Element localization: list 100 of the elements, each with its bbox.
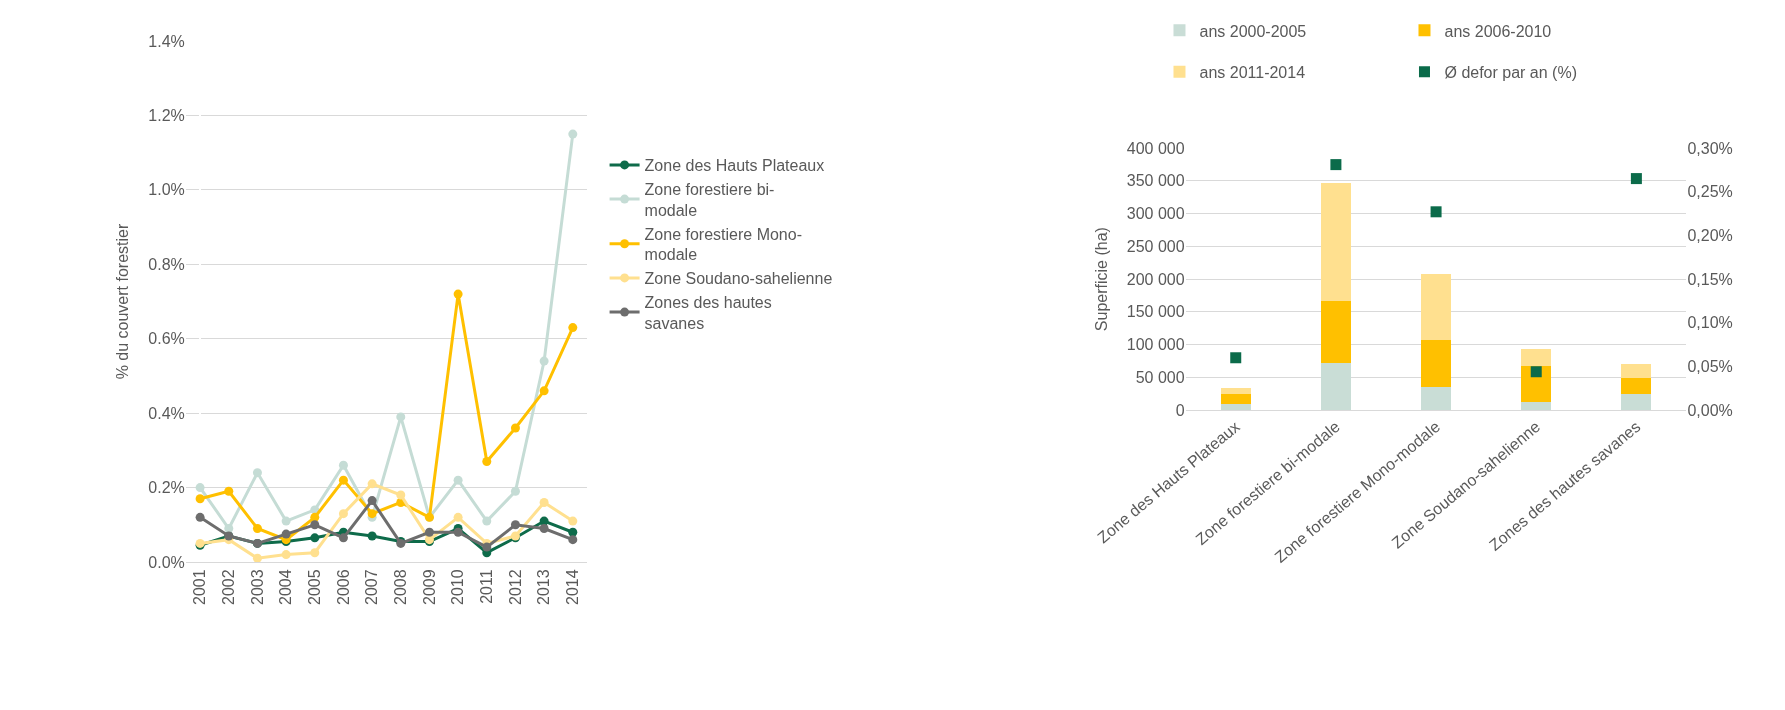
bar: [1220, 387, 1251, 394]
point: [281, 529, 291, 539]
y2-tick-label: 0,30%: [1687, 139, 1733, 157]
x-tick-label: 2004: [277, 569, 295, 605]
point: [281, 550, 291, 560]
y-tick-label: 1.2%: [148, 107, 185, 125]
point: [252, 553, 262, 563]
y-tick-label: 0.6%: [148, 330, 185, 348]
y-axis-title: Superficie (ha): [1092, 227, 1110, 332]
point: [367, 479, 377, 489]
legend-label: ans 2000-2005: [1199, 22, 1307, 40]
point: [482, 542, 492, 552]
y-tick-label: 0.0%: [148, 553, 185, 571]
legend-label: Zone Soudano-sahelienne: [644, 270, 833, 288]
point: [568, 129, 578, 139]
point: [281, 516, 291, 526]
x-tick-label: 2006: [334, 569, 352, 605]
bar: [1421, 340, 1452, 387]
point: [510, 486, 520, 496]
point: [338, 509, 348, 519]
legend-label: ans 2011-2014: [1199, 63, 1306, 81]
y-tick-label: 100 000: [1126, 336, 1185, 354]
y-tick-label: 150 000: [1126, 303, 1185, 321]
point: [568, 323, 578, 333]
point: [424, 527, 434, 537]
x-tick-label: 2005: [305, 569, 323, 605]
point: [510, 520, 520, 530]
bar: [1421, 386, 1452, 411]
point: [338, 475, 348, 485]
x-tick-label: 2007: [363, 569, 381, 605]
bar: [1320, 301, 1351, 363]
point: [310, 533, 320, 543]
y-tick-label: 0: [1175, 401, 1185, 419]
y2-tick-label: 0,20%: [1687, 227, 1733, 244]
legend-label: Zone forestiere bi-modale: [644, 180, 775, 219]
point: [310, 520, 320, 530]
point: [539, 386, 549, 396]
point: [453, 475, 463, 485]
legend-label: Zones des hautes savanes: [644, 293, 772, 332]
y2-tick-label: 0,15%: [1687, 270, 1733, 288]
point: [539, 356, 549, 366]
point: [510, 423, 520, 433]
y-axis-title: % du couvert forestier: [114, 223, 132, 380]
point: [539, 497, 549, 507]
bar: [1521, 402, 1552, 411]
point: [396, 490, 406, 500]
point: [310, 548, 320, 558]
point: [568, 516, 578, 526]
bar: [1320, 183, 1351, 302]
point: [367, 496, 377, 506]
x-tick-label: 2014: [563, 569, 581, 605]
x-tick-label: 2012: [506, 569, 524, 605]
y2-tick-label: 0,00%: [1687, 401, 1733, 419]
point: [338, 460, 348, 470]
y-tick-label: 350 000: [1126, 172, 1185, 190]
y2-tick-label: 0,25%: [1687, 183, 1733, 201]
x-tick-label: 2013: [535, 569, 553, 605]
y-tick-label: 250 000: [1126, 237, 1185, 255]
point: [224, 486, 234, 496]
bar: [1621, 378, 1652, 395]
y-tick-label: 50 000: [1135, 369, 1185, 387]
x-tick-label: 2002: [219, 569, 237, 605]
point: [310, 512, 320, 522]
point: [252, 468, 262, 478]
point: [1430, 206, 1442, 218]
x-tick-label: 2003: [248, 569, 266, 605]
point: [453, 512, 463, 522]
y2-tick-label: 0,05%: [1687, 358, 1733, 376]
y-tick-label: 0.2%: [148, 479, 185, 497]
bar: [1320, 363, 1351, 411]
legend-label: Ø defor par an (%): [1444, 63, 1577, 81]
point: [482, 457, 492, 467]
y-tick-label: 400 000: [1126, 139, 1185, 157]
bar: [1621, 364, 1652, 379]
point: [195, 483, 205, 493]
x-tick-label: 2011: [477, 569, 495, 604]
point: [539, 524, 549, 534]
point: [338, 533, 348, 543]
legend-label: ans 2006-2010: [1444, 22, 1552, 40]
x-tick-label: 2008: [391, 569, 409, 605]
legend-label: Zone forestiere Mono-modale: [644, 225, 802, 264]
point: [1230, 352, 1242, 364]
y-tick-label: 200 000: [1126, 270, 1185, 288]
point: [453, 289, 463, 299]
point: [482, 516, 492, 526]
bar: [1220, 393, 1251, 404]
bar: [1220, 403, 1251, 411]
legend-label: Zone des Hauts Plateaux: [644, 157, 825, 175]
point: [367, 531, 377, 541]
y2-tick-label: 0,10%: [1687, 314, 1733, 332]
x-tick-label: 2001: [191, 569, 209, 605]
bar: [1421, 273, 1452, 341]
point: [568, 535, 578, 545]
point: [1530, 366, 1542, 378]
point: [1630, 173, 1642, 185]
y-tick-label: 300 000: [1126, 205, 1185, 223]
y-tick-label: 1.4%: [148, 32, 185, 50]
x-tick-label: 2010: [449, 569, 467, 605]
point: [195, 512, 205, 522]
point: [195, 494, 205, 504]
